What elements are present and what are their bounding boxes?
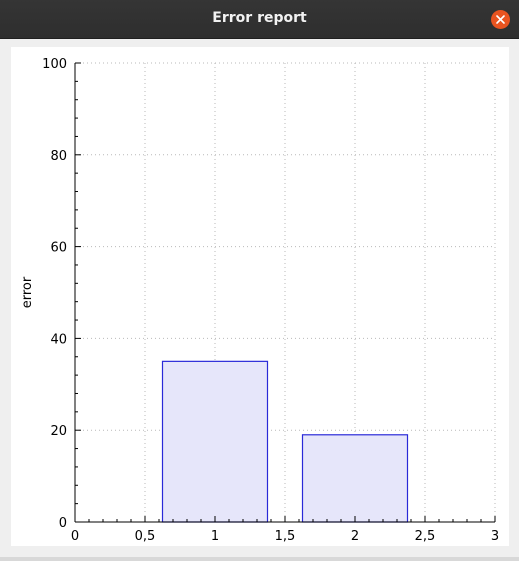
x-tick-label: 0,5 — [135, 529, 156, 544]
window-title: Error report — [212, 10, 307, 26]
y-tick-label: 60 — [50, 241, 67, 256]
plot-panel: 0 0,5 1 1,5 2 2,5 3 0 20 40 60 80 100 error — [11, 47, 509, 546]
close-icon — [496, 15, 505, 24]
y-axis-label: error — [20, 276, 35, 308]
y-tick-label: 0 — [59, 516, 67, 531]
x-tick-label: 1,5 — [275, 529, 296, 544]
title-bar[interactable]: Error report — [0, 0, 519, 39]
y-tick-label: 20 — [50, 424, 67, 439]
y-tick-label: 40 — [50, 332, 67, 347]
bar-1 — [161, 360, 269, 523]
close-button[interactable] — [491, 10, 510, 29]
x-tick-label: 1 — [211, 529, 219, 544]
x-tick-label: 0 — [71, 529, 79, 544]
bar-2 — [301, 434, 409, 523]
x-tick-label: 2 — [351, 529, 359, 544]
y-tick-label: 80 — [50, 149, 67, 164]
x-tick-label: 2,5 — [415, 529, 436, 544]
error-chart: 0 0,5 1 1,5 2 2,5 3 0 20 40 60 80 100 error — [20, 57, 499, 544]
x-tick-label: 3 — [491, 529, 499, 544]
y-tick-label: 100 — [42, 57, 67, 72]
window-bottom-edge — [0, 557, 519, 561]
